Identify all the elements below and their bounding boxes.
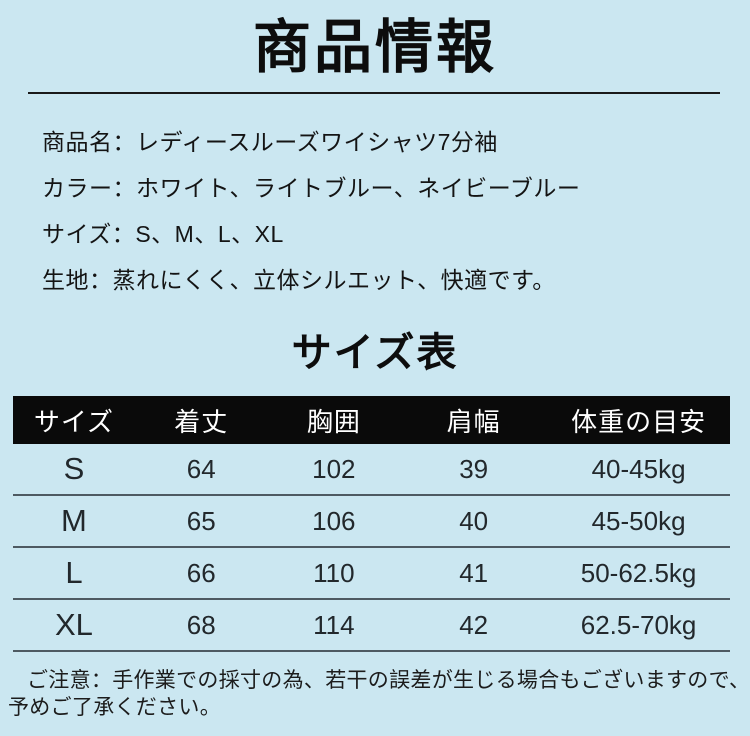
cell-shoulder: 41 — [459, 557, 489, 588]
cell-size: XL — [54, 607, 93, 642]
cell-length: 64 — [186, 453, 216, 484]
cell-chest: 106 — [312, 505, 356, 536]
cell-length: 68 — [186, 609, 216, 640]
cell-weight: 50-62.5kg — [580, 557, 697, 588]
info-value: S、M、L、XL — [135, 221, 284, 247]
title-divider — [28, 92, 720, 94]
info-label: 商品名： — [42, 129, 136, 155]
product-info-line-fabric: 生地：蒸れにくく、立体シルエット、快適です。 — [42, 266, 730, 294]
info-label: サイズ： — [42, 221, 136, 247]
cell-weight: 45-50kg — [591, 505, 686, 536]
info-value: レディースルーズワイシャツ7分袖 — [136, 129, 498, 155]
size-table-title: サイズ表 — [291, 331, 459, 375]
notice-text-line-2: 予めご了承ください。 — [8, 696, 221, 719]
product-info-line-color: カラー：ホワイト、ライトブルー、ネイビーブルー — [42, 174, 730, 202]
size-table: サイズ 着丈 胸囲 肩幅 体重の目安 S 64 102 39 40-45kg M… — [13, 396, 730, 652]
notice-text-line-1: ご注意：手作業での採寸の為、若干の誤差が生じる場合もございますので、 — [27, 669, 750, 692]
cell-size: L — [65, 555, 83, 590]
product-info-line-size: サイズ：S、M、L、XL — [42, 220, 730, 248]
cell-size: S — [63, 451, 85, 486]
column-header-weight: 体重の目安 — [547, 396, 730, 444]
cell-weight: 40-45kg — [591, 453, 686, 484]
cell-shoulder: 40 — [459, 505, 489, 536]
cell-shoulder: 39 — [459, 453, 489, 484]
info-label: カラー： — [42, 175, 136, 201]
column-header-length: 着丈 — [134, 396, 268, 444]
table-row-s: S 64 102 39 40-45kg — [13, 444, 730, 495]
cell-chest: 102 — [312, 453, 356, 484]
cell-size: M — [61, 503, 87, 538]
cell-length: 65 — [186, 505, 216, 536]
cell-shoulder: 42 — [459, 609, 489, 640]
cell-length: 66 — [186, 557, 216, 588]
cell-chest: 110 — [313, 557, 355, 588]
info-value: 蒸れにくく、立体シルエット、快適です。 — [112, 267, 556, 293]
column-header-chest: 胸囲 — [267, 396, 401, 444]
info-value: ホワイト、ライトブルー、ネイビーブルー — [136, 175, 581, 201]
product-info-section: 商品名：レディースルーズワイシャツ7分袖 カラー：ホワイト、ライトブルー、ネイビ… — [42, 128, 730, 294]
page-title: 商品情報 — [252, 15, 497, 80]
product-info-line-name: 商品名：レディースルーズワイシャツ7分袖 — [42, 128, 730, 156]
cell-weight: 62.5-70kg — [580, 609, 697, 640]
table-row-l: L 66 110 41 50-62.5kg — [13, 547, 730, 599]
table-row-m: M 65 106 40 45-50kg — [13, 495, 730, 547]
size-table-header-row: サイズ 着丈 胸囲 肩幅 体重の目安 — [13, 396, 730, 444]
cell-chest: 114 — [313, 609, 355, 640]
notice-section: ご注意：手作業での採寸の為、若干の誤差が生じる場合もございますので、 予めご了承… — [0, 667, 750, 721]
column-header-size: サイズ — [13, 396, 135, 444]
column-header-shoulder: 肩幅 — [400, 396, 548, 444]
info-label: 生地： — [42, 267, 113, 293]
table-row-xl: XL 68 114 42 62.5-70kg — [13, 599, 730, 651]
